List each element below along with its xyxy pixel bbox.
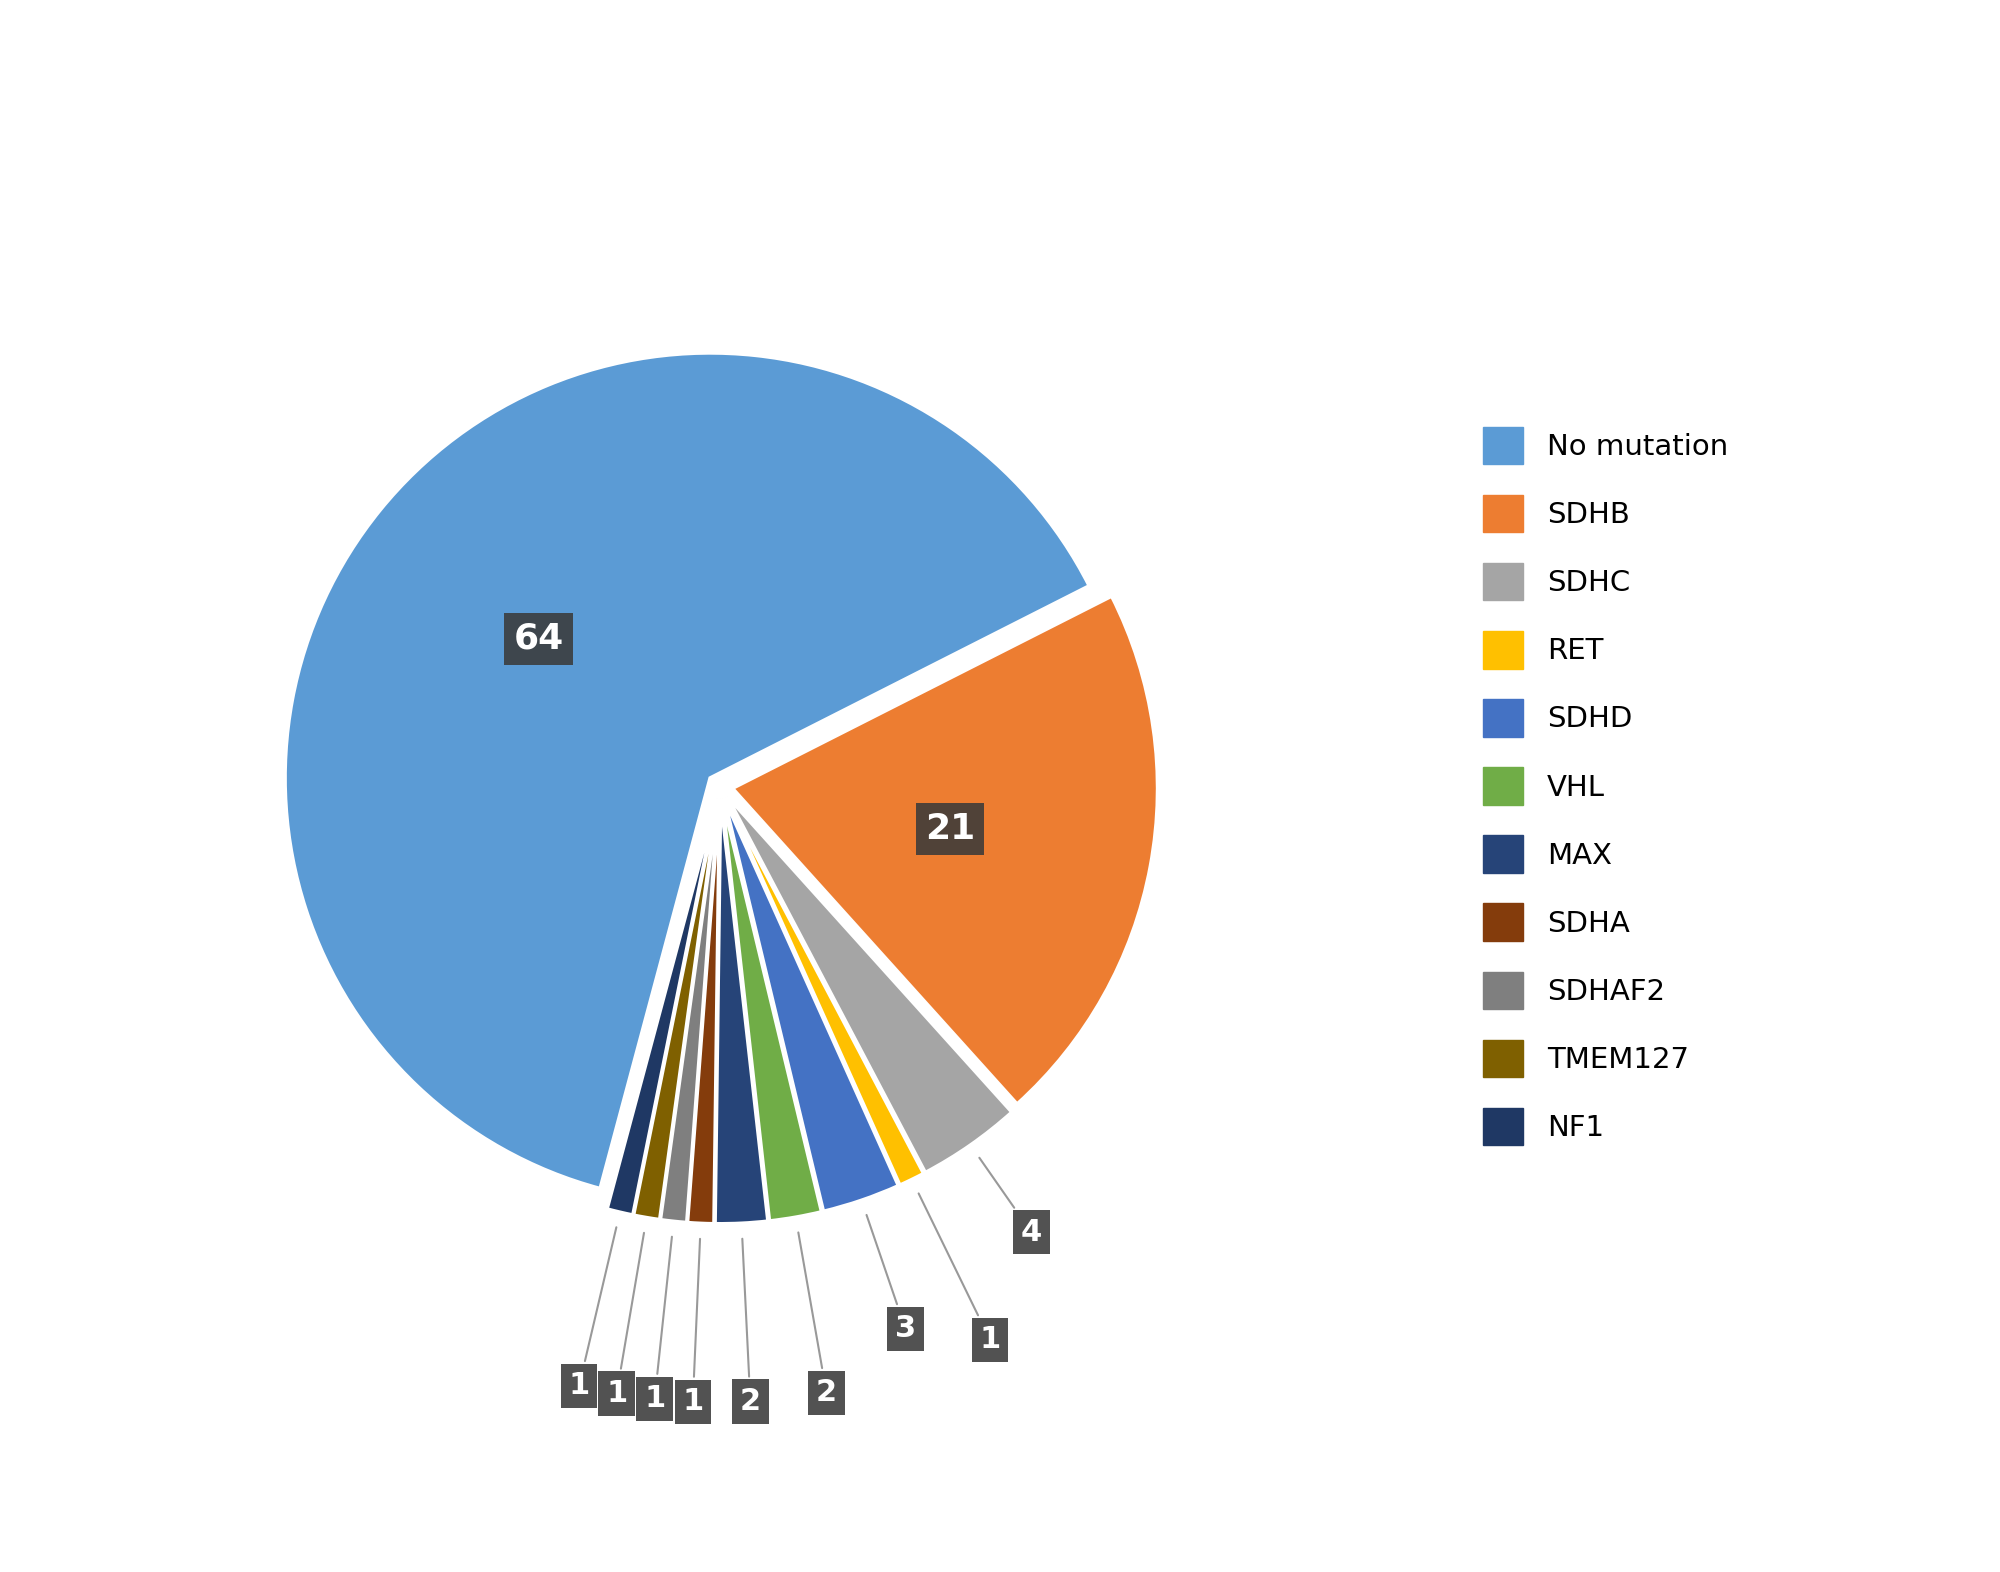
Text: 1: 1: [644, 1237, 672, 1413]
Legend: No mutation, SDHB, SDHC, RET, SDHD, VHL, MAX, SDHA, SDHAF2, TMEM127, NF1: No mutation, SDHB, SDHC, RET, SDHD, VHL,…: [1482, 426, 1728, 1146]
Text: 1: 1: [682, 1239, 704, 1416]
Text: 21: 21: [924, 811, 974, 846]
Wedge shape: [728, 797, 1012, 1173]
Text: 2: 2: [798, 1232, 838, 1407]
Wedge shape: [634, 799, 718, 1220]
Wedge shape: [722, 799, 822, 1221]
Wedge shape: [660, 799, 718, 1223]
Wedge shape: [726, 797, 924, 1185]
Wedge shape: [608, 799, 718, 1215]
Text: 1: 1: [568, 1228, 616, 1401]
Wedge shape: [688, 799, 720, 1223]
Text: 3: 3: [866, 1215, 916, 1344]
Wedge shape: [724, 799, 898, 1212]
Text: 4: 4: [980, 1157, 1042, 1247]
Text: 1: 1: [606, 1232, 644, 1409]
Text: 64: 64: [514, 621, 564, 656]
Wedge shape: [286, 354, 1090, 1188]
Wedge shape: [716, 799, 768, 1223]
Text: 1: 1: [918, 1193, 1000, 1355]
Text: 2: 2: [740, 1239, 760, 1416]
Wedge shape: [732, 596, 1158, 1104]
